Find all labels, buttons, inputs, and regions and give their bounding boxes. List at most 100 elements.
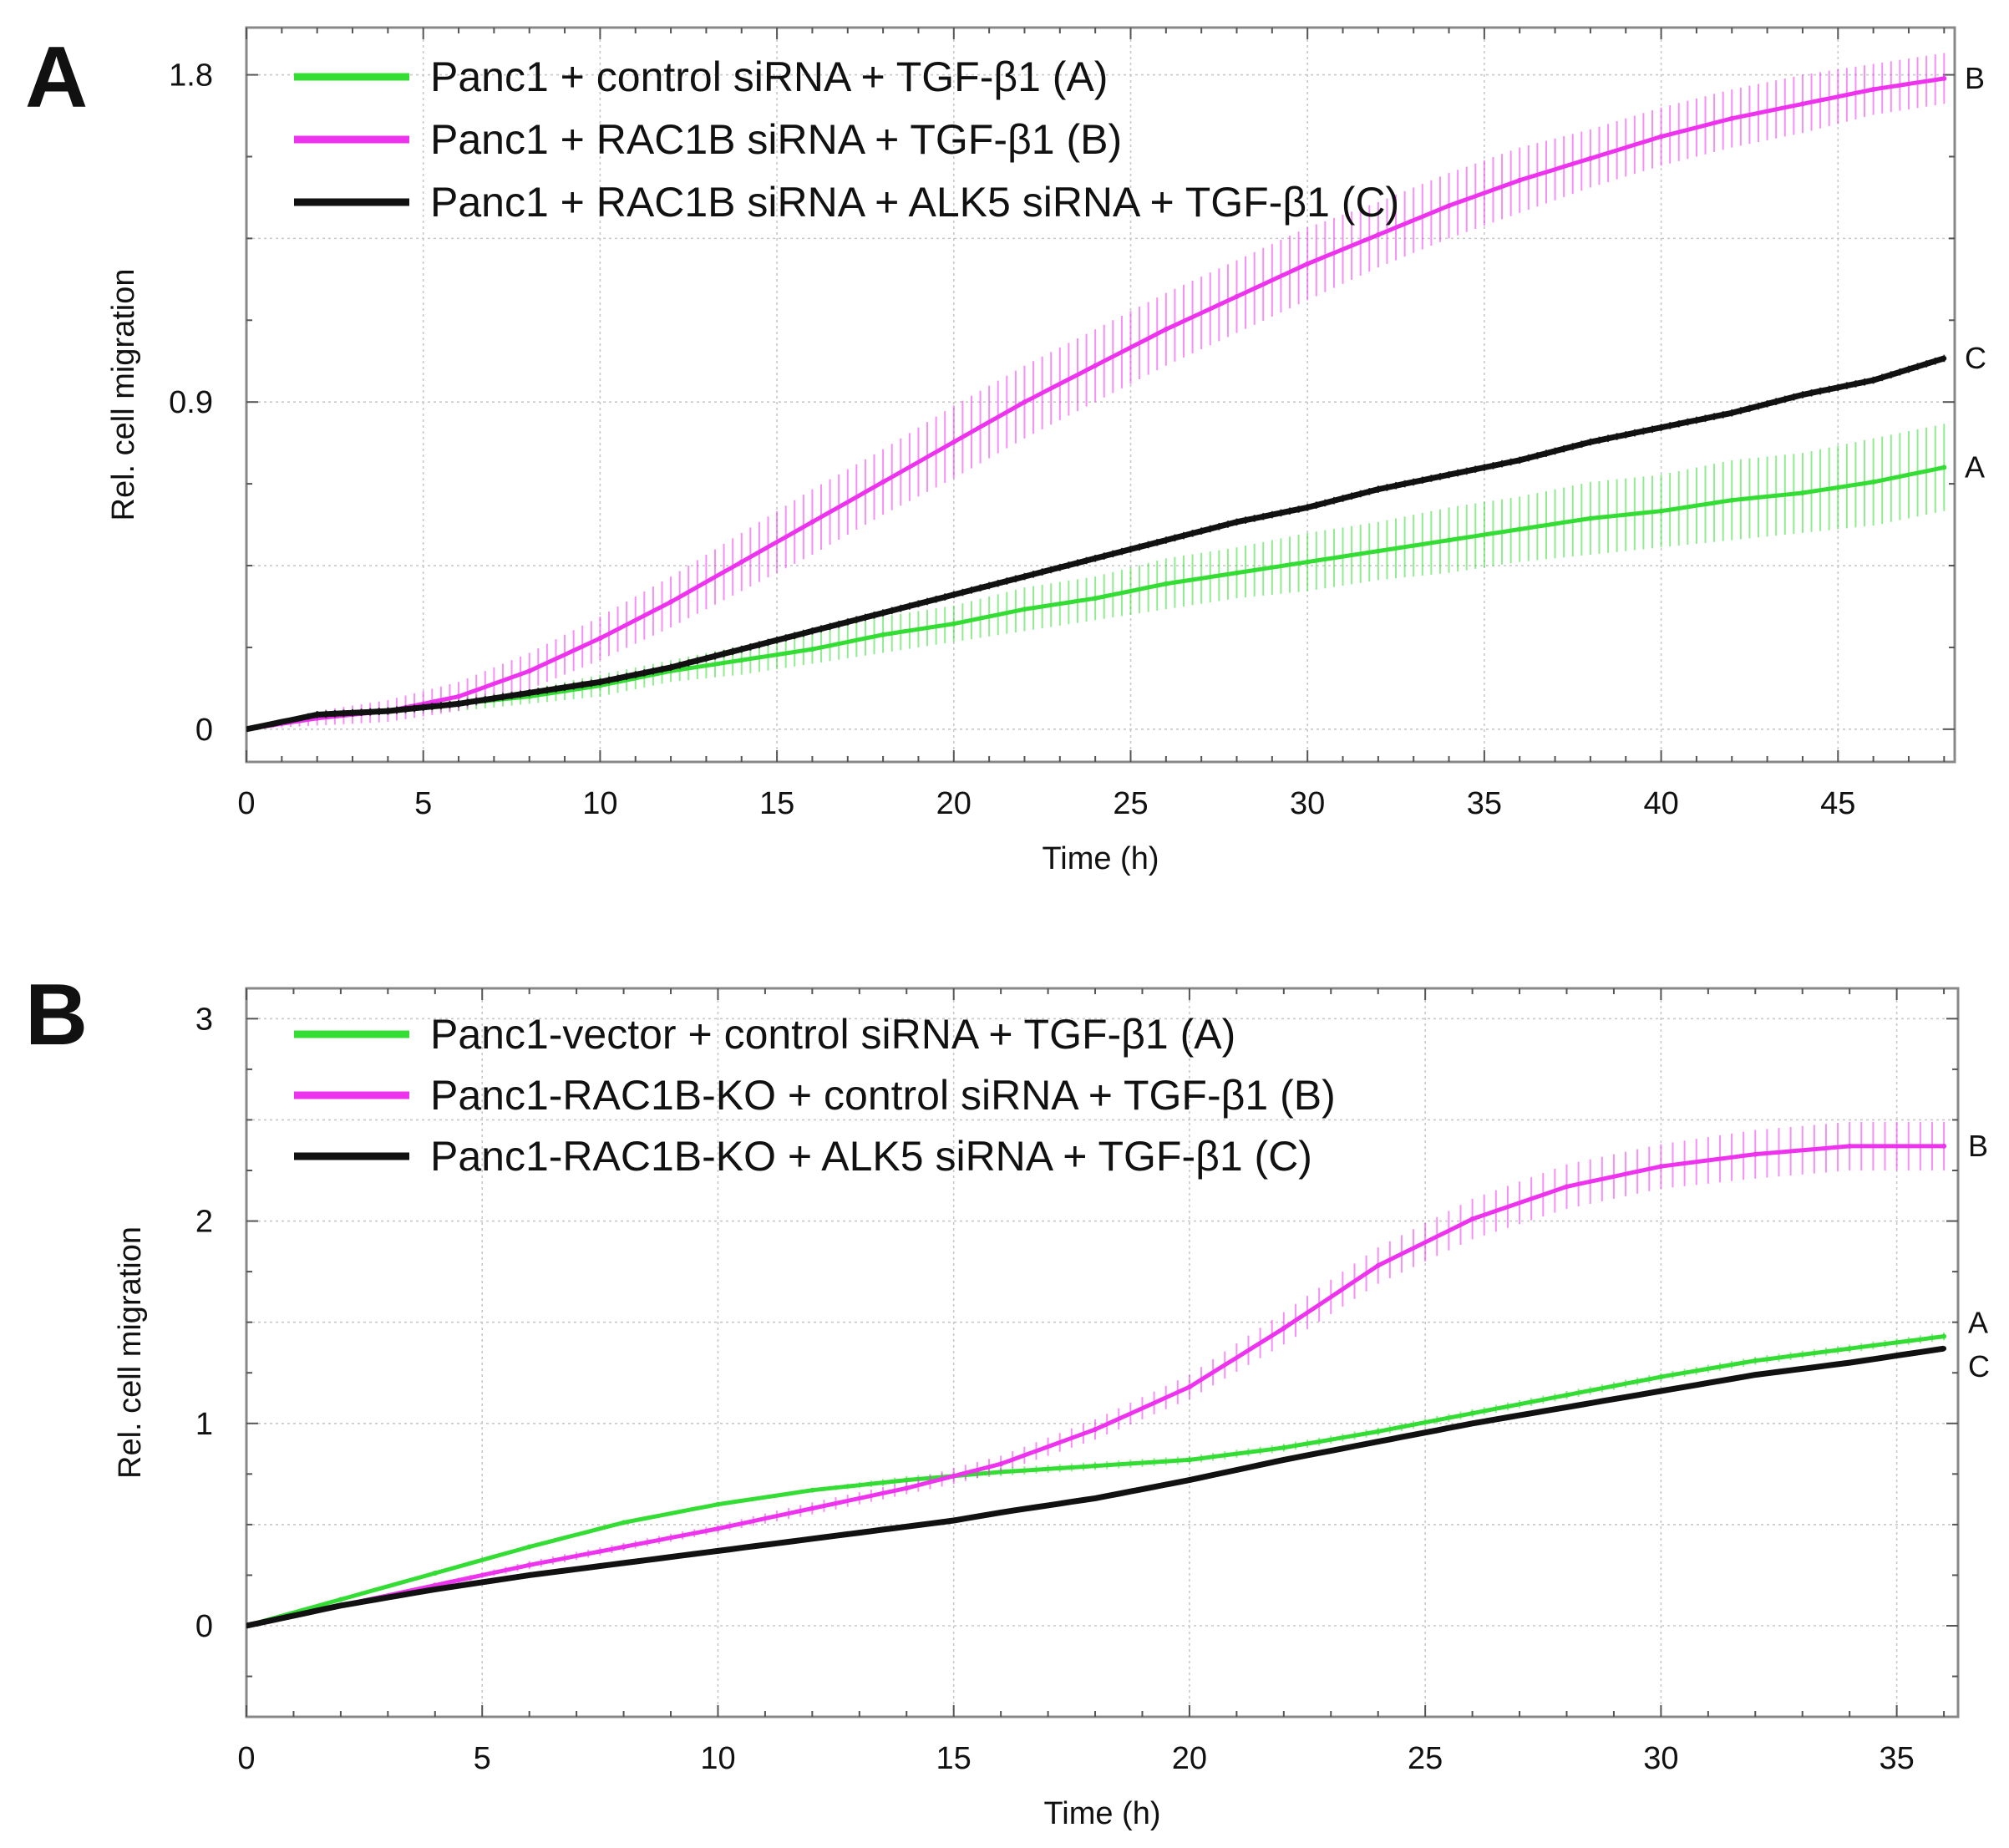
x-tick-label: 5	[474, 1741, 491, 1776]
data-point	[526, 1544, 532, 1550]
data-point	[1847, 1360, 1853, 1366]
data-point	[526, 690, 532, 696]
data-point	[1941, 1143, 1947, 1149]
data-point	[1469, 1420, 1475, 1426]
data-point	[1658, 1389, 1664, 1394]
data-point	[456, 701, 462, 707]
data-point	[1729, 497, 1735, 503]
data-point	[951, 621, 956, 627]
data-point	[1093, 1495, 1098, 1501]
data-point	[904, 1524, 910, 1530]
data-point	[951, 591, 956, 597]
data-point	[1870, 479, 1876, 485]
x-tick-label: 25	[1113, 786, 1148, 821]
data-point	[1799, 101, 1805, 107]
data-point	[738, 657, 744, 663]
data-point	[621, 1520, 627, 1526]
data-point	[1729, 410, 1735, 416]
data-point	[1753, 1358, 1758, 1363]
data-point	[1186, 1457, 1192, 1463]
data-point	[597, 679, 603, 685]
y-axis-label: Rel. cell migration	[113, 1226, 148, 1479]
y-tick-label: 2	[195, 1205, 213, 1240]
data-point	[1375, 1439, 1381, 1444]
data-point	[1281, 1457, 1286, 1463]
data-point	[456, 693, 462, 699]
data-point	[1163, 581, 1169, 586]
legend-label: Panc1 + RAC1B siRNA + TGF-β1 (B)	[430, 116, 1122, 163]
data-point	[1753, 1372, 1758, 1378]
data-point	[1564, 1392, 1570, 1398]
data-point	[809, 628, 815, 634]
data-point	[738, 647, 744, 652]
data-point	[1941, 355, 1947, 361]
x-tick-label: 30	[1643, 1741, 1678, 1776]
data-point	[1022, 574, 1027, 580]
data-point	[1658, 424, 1664, 430]
data-point	[1186, 1384, 1192, 1390]
data-point	[668, 599, 674, 605]
data-point	[1446, 472, 1452, 478]
data-point	[951, 1518, 956, 1524]
panel-b: 0 5 10 15 20 25 30 35 0 1 2 3 Time (h) Rel. cell migr…	[25, 967, 1990, 1831]
data-point	[597, 636, 603, 642]
data-point	[432, 1571, 438, 1576]
data-point	[526, 1572, 532, 1578]
panel-letter: B	[25, 967, 88, 1064]
data-point	[1587, 515, 1593, 521]
y-tick-label: 1.8	[169, 58, 213, 94]
data-point	[715, 1548, 721, 1554]
panel-a: 0 5 10 15 20 25 30 35 40 45 0 0.9 1.8 Time (h) Rel. ce…	[25, 26, 1986, 876]
data-point	[715, 1526, 721, 1531]
series-end-label: B	[1965, 61, 1985, 95]
x-tick-label: 10	[700, 1741, 735, 1776]
data-point	[1799, 490, 1805, 495]
x-axis-label: Time (h)	[1043, 1796, 1160, 1831]
series-end-label: C	[1965, 341, 1986, 375]
data-point	[621, 1560, 627, 1566]
data-point	[809, 519, 815, 525]
x-tick-label: 35	[1467, 786, 1502, 821]
data-point	[738, 559, 744, 565]
x-tick-label: 15	[759, 786, 794, 821]
data-point	[809, 1505, 815, 1511]
series-end-label: A	[1965, 450, 1985, 485]
data-point	[1093, 556, 1098, 561]
data-point	[715, 1501, 721, 1507]
x-axis-label: Time (h)	[1042, 841, 1159, 876]
data-point	[526, 1562, 532, 1568]
data-point	[1587, 155, 1593, 161]
y-tick-label: 3	[195, 1002, 213, 1037]
data-point	[1941, 465, 1947, 470]
data-point	[1870, 86, 1876, 92]
data-point	[998, 1461, 1004, 1467]
data-point	[998, 1510, 1004, 1515]
x-tick-label: 20	[1172, 1741, 1207, 1776]
x-tick-label: 20	[936, 786, 972, 821]
data-point	[432, 1587, 438, 1592]
x-tick-label: 5	[414, 786, 432, 821]
x-tick-label: 35	[1879, 1741, 1914, 1776]
x-tick-label: 25	[1408, 1741, 1443, 1776]
data-point	[880, 610, 886, 616]
data-point	[1446, 203, 1452, 209]
data-point	[1517, 177, 1523, 183]
data-point	[1753, 1151, 1758, 1157]
data-point	[1847, 1143, 1853, 1149]
data-point	[1305, 261, 1311, 267]
data-point	[1658, 134, 1664, 140]
data-point	[337, 1597, 343, 1602]
x-tick-label: 15	[936, 1741, 972, 1776]
plot-frame	[245, 987, 1960, 1719]
data-point	[1093, 1427, 1098, 1433]
data-point	[1799, 392, 1805, 398]
x-tick-label: 0	[237, 786, 255, 821]
data-point	[951, 1473, 956, 1479]
x-tick-label: 10	[582, 786, 617, 821]
data-point	[1658, 508, 1664, 514]
data-point	[1093, 363, 1098, 368]
data-point	[904, 1477, 910, 1483]
series-C	[246, 354, 1947, 733]
data-point	[880, 479, 886, 485]
